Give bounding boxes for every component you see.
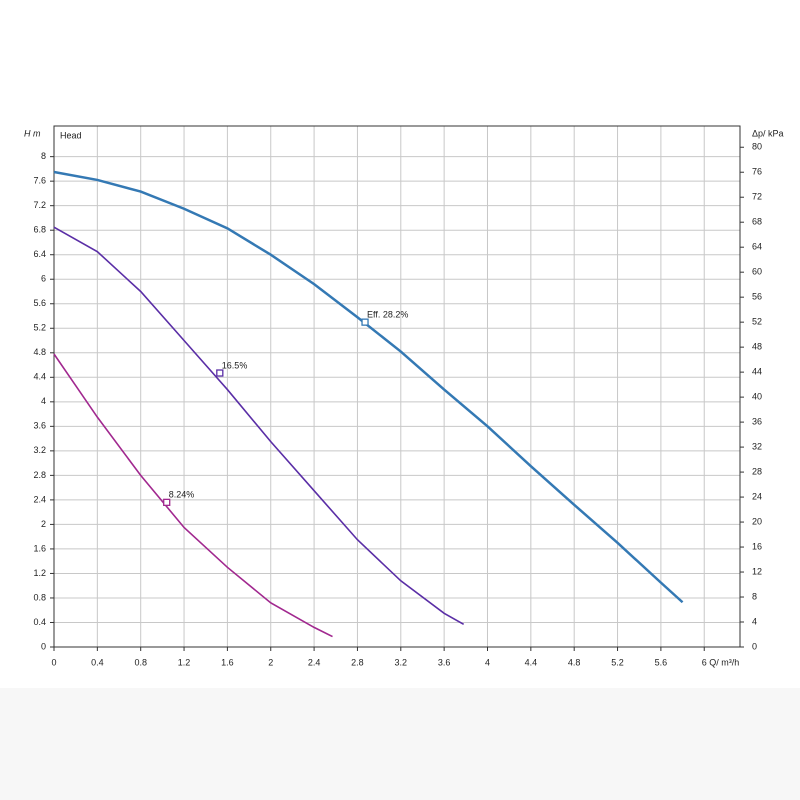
y-tick-label: 5.6 [33, 298, 46, 308]
curve [53, 353, 333, 638]
y-tick-label: 1.2 [33, 568, 46, 578]
x-tick-label: 0.4 [91, 657, 104, 667]
y2-tick-label: 44 [752, 367, 762, 377]
curve-label: 8.24% [169, 490, 195, 500]
y2-tick-label: 52 [752, 317, 762, 327]
x-tick-label: 5.6 [655, 657, 668, 667]
y-tick-label: 4 [41, 396, 46, 406]
x-tick-label: 4 [485, 657, 490, 667]
y2-axis-label: Δp/ kPa [752, 128, 784, 138]
y-tick-label: 2.8 [33, 470, 46, 480]
y2-tick-label: 76 [752, 167, 762, 177]
y2-tick-label: 28 [752, 466, 762, 476]
curve [53, 170, 684, 604]
y-tick-label: 7.6 [33, 176, 46, 186]
point-marker [216, 369, 224, 377]
y2-tick-label: 12 [752, 566, 762, 576]
x-tick-label: 0.8 [134, 657, 147, 667]
y-tick-label: 6.8 [33, 225, 46, 235]
y-tick-label: 2.4 [33, 494, 46, 504]
y2-tick-label: 56 [752, 292, 762, 302]
y2-tick-label: 68 [752, 217, 762, 227]
x-tick-label: 2.8 [351, 657, 364, 667]
point-marker [361, 318, 369, 326]
y2-tick-label: 36 [752, 416, 762, 426]
y-tick-label: 2 [41, 519, 46, 529]
y2-tick-label: 0 [752, 641, 757, 651]
y2-tick-label: 64 [752, 242, 762, 252]
y-axis-label: H m [24, 128, 41, 138]
y2-tick-label: 72 [752, 192, 762, 202]
y2-tick-label: 40 [752, 391, 762, 401]
y-tick-label: 0.8 [33, 592, 46, 602]
x-tick-label: 4.8 [568, 657, 581, 667]
x-tick-label: 2.4 [308, 657, 321, 667]
x-tick-label: 6 [702, 657, 707, 667]
y2-tick-label: 8 [752, 591, 757, 601]
y2-tick-label: 24 [752, 491, 762, 501]
plot-frame [53, 125, 741, 648]
y2-tick-label: 4 [752, 616, 757, 626]
x-tick-label: 2 [268, 657, 273, 667]
y-tick-label: 3.2 [33, 445, 46, 455]
chart-title: Head [60, 130, 82, 140]
y-tick-label: 5.2 [33, 323, 46, 333]
x-tick-label: 5.2 [611, 657, 624, 667]
x-axis-label: Q/ m³/h [709, 657, 739, 667]
y-tick-label: 1.6 [33, 543, 46, 553]
x-tick-label: 1.6 [221, 657, 234, 667]
y2-tick-label: 20 [752, 516, 762, 526]
x-tick-label: 3.6 [438, 657, 451, 667]
y2-tick-label: 32 [752, 441, 762, 451]
curve-label: Eff. 28.2% [367, 310, 408, 320]
y-tick-label: 0 [41, 641, 46, 651]
x-tick-label: 3.2 [395, 657, 408, 667]
y-tick-label: 6 [41, 274, 46, 284]
point-marker [163, 498, 171, 506]
curve [53, 226, 465, 626]
x-tick-label: 0 [51, 657, 56, 667]
footer-band [0, 688, 800, 800]
y2-tick-label: 60 [752, 267, 762, 277]
y-tick-label: 6.4 [33, 249, 46, 259]
y-tick-label: 4.4 [33, 372, 46, 382]
x-tick-label: 4.4 [525, 657, 538, 667]
y2-tick-label: 48 [752, 342, 762, 352]
y-tick-label: 7.2 [33, 200, 46, 210]
y-tick-label: 0.4 [33, 617, 46, 627]
y-tick-label: 4.8 [33, 347, 46, 357]
y2-tick-label: 80 [752, 142, 762, 152]
y-tick-label: 3.6 [33, 421, 46, 431]
title-box [55, 129, 85, 143]
y-tick-label: 8 [41, 151, 46, 161]
y2-tick-label: 16 [752, 541, 762, 551]
x-tick-label: 1.2 [178, 657, 191, 667]
curve-label: 16.5% [222, 360, 248, 370]
